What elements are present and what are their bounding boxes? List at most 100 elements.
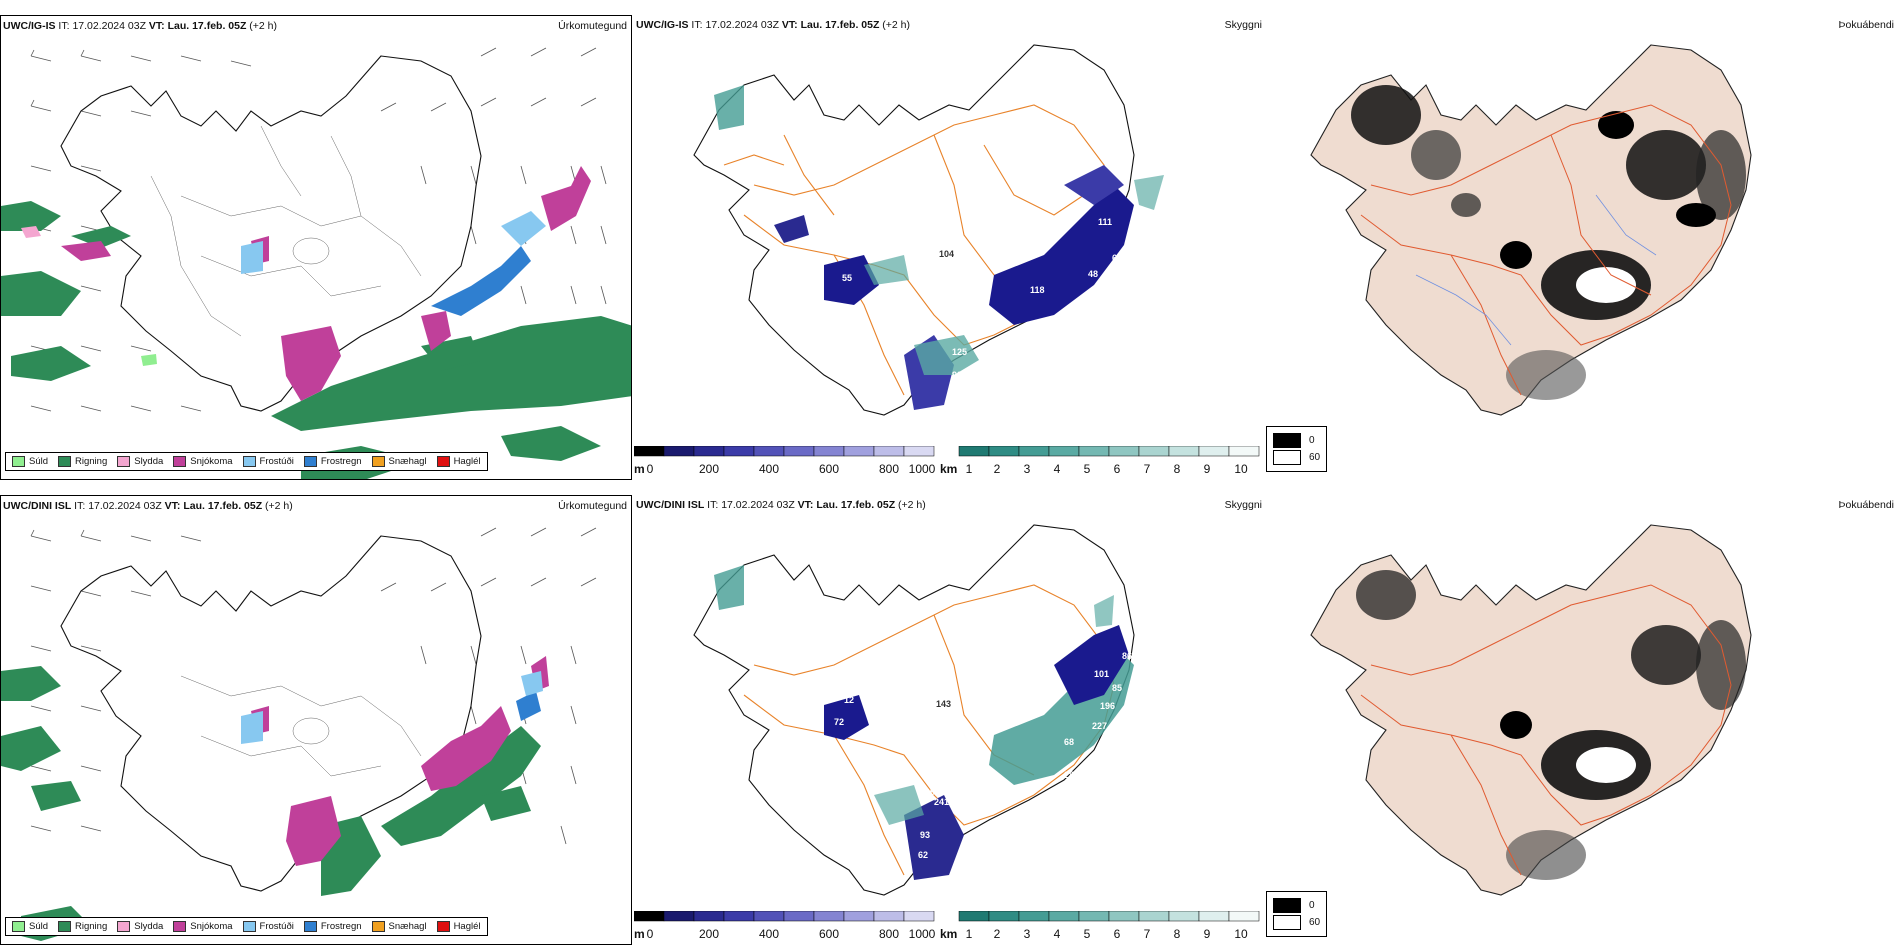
- panel-title: Úrkomutegund: [558, 20, 627, 32]
- legend-item: Rigning: [58, 456, 107, 467]
- colorbars: [634, 446, 1260, 457]
- vis-label: 118: [1030, 285, 1045, 295]
- vis-label: 85: [1112, 683, 1122, 693]
- vis-label: 92: [952, 370, 962, 380]
- km-tick: 6: [1113, 927, 1121, 941]
- legend-swatch: [173, 921, 187, 932]
- precip-type-map: [1, 527, 597, 941]
- panel-header: UWC/DINI ISL IT: 17.02.2024 03Z VT: Lau.…: [636, 499, 926, 511]
- vis-label: 55: [842, 273, 852, 283]
- legend-item: Snæhagl: [371, 921, 427, 932]
- visibility-labels: 93 55 104 118 77 48 61 125 92 80 167 111: [842, 217, 1122, 401]
- fog-indicator-panel-row1: Þokuábendi 0 60: [1266, 15, 1898, 480]
- legend-swatch: [117, 456, 131, 467]
- legend-item: Snæhagl: [371, 456, 427, 467]
- panel-header: UWC/DINI ISL IT: 17.02.2024 03Z VT: Lau.…: [3, 500, 293, 512]
- legend-swatch: [371, 921, 385, 932]
- km-tick: 7: [1143, 927, 1151, 941]
- panel-header: UWC/IG-IS IT: 17.02.2024 03Z VT: Lau. 17…: [3, 20, 278, 32]
- legend-swatch: [1273, 450, 1301, 465]
- m-colorbar: [634, 446, 935, 457]
- precip-type-panel-row2: UWC/DINI ISL IT: 17.02.2024 03Z VT: Lau.…: [0, 495, 632, 945]
- legend-swatch: [1273, 433, 1301, 448]
- colorbars: [634, 911, 1260, 922]
- low-cloud-areas: [714, 85, 1164, 410]
- vis-label: 61: [1112, 253, 1122, 263]
- iceland-outline: [60, 535, 482, 892]
- road-network: [1360, 104, 1732, 396]
- km-unit: km: [940, 462, 958, 476]
- fog-legend-item: 60: [1273, 915, 1320, 930]
- m-tick: 1000: [908, 462, 936, 476]
- legend-swatch: [58, 456, 72, 467]
- wind-barbs: [30, 527, 597, 845]
- legend-item: Súld: [12, 921, 48, 932]
- legend-item: Haglél: [436, 921, 481, 932]
- legend-swatch: [242, 456, 256, 467]
- vis-label: 109: [920, 787, 935, 797]
- km-tick: 10: [1234, 927, 1248, 941]
- low-cloud-areas: [714, 565, 1134, 880]
- legend-item: Haglél: [436, 456, 481, 467]
- legend-swatch: [436, 921, 450, 932]
- legend-item: Frostregn: [303, 921, 362, 932]
- km-tick: 9: [1203, 462, 1211, 476]
- iceland-outline: [60, 55, 482, 412]
- m-unit: m: [634, 927, 645, 941]
- fog-legend-item: 0: [1273, 433, 1320, 448]
- vis-label: 62: [918, 850, 928, 860]
- vis-label: 227: [1092, 721, 1107, 731]
- vis-label: 143: [936, 699, 951, 709]
- vis-label: 93: [920, 830, 930, 840]
- m-unit: m: [634, 462, 645, 476]
- vis-label: 93: [846, 245, 856, 255]
- legend-swatch: [303, 921, 317, 932]
- precip-type-panel-row1: UWC/IG-IS IT: 17.02.2024 03Z VT: Lau. 17…: [0, 15, 632, 480]
- vis-label: 86: [1122, 651, 1132, 661]
- terrain-contours: [180, 675, 422, 777]
- terrain-contours: [150, 125, 422, 337]
- legend-item: Rigning: [58, 921, 107, 932]
- iceland-land: [1310, 524, 1752, 896]
- precip-legend: Súld Rigning Slydda Snjókoma Frostúði Fr…: [5, 452, 488, 471]
- km-tick: 7: [1143, 462, 1151, 476]
- km-tick: 4: [1053, 927, 1061, 941]
- legend-swatch: [1273, 915, 1301, 930]
- legend-item: Slydda: [117, 921, 163, 932]
- legend-item: Snjókoma: [173, 921, 233, 932]
- fog-legend-item: 0: [1273, 898, 1320, 913]
- legend-swatch: [371, 456, 385, 467]
- visibility-labels: 72 12 143 68 227 196 85 282 109 241 93 6…: [834, 651, 1132, 860]
- vis-label: 282: [1064, 770, 1079, 780]
- legend-item: Frostúði: [242, 456, 294, 467]
- cloud-base-panel-row1: 93 55 104 118 77 48 61 125 92 80 167 111…: [634, 15, 1266, 480]
- fog-indicator-map: [1310, 44, 1752, 416]
- vis-label: 68: [1064, 737, 1074, 747]
- fog-indicator-panel-row2: Þokuábendi 0 60: [1266, 495, 1898, 945]
- legend-swatch: [436, 456, 450, 467]
- km-tick: 8: [1173, 462, 1181, 476]
- vis-label: 80: [948, 391, 958, 401]
- legend-swatch: [58, 921, 72, 932]
- km-tick: 2: [993, 462, 1001, 476]
- legend-swatch: [1273, 898, 1301, 913]
- vis-label: 111: [1098, 217, 1112, 227]
- vis-label: 48: [1088, 269, 1098, 279]
- vis-label: 12: [844, 695, 854, 705]
- vis-label: 125: [952, 347, 967, 357]
- precip-areas: [1, 656, 549, 941]
- km-tick: 4: [1053, 462, 1061, 476]
- legend-swatch: [303, 456, 317, 467]
- vis-label: 167: [1060, 335, 1075, 345]
- panel-title: Skyggni: [1224, 19, 1262, 31]
- m-tick: 400: [758, 462, 780, 476]
- legend-item: Frostregn: [303, 456, 362, 467]
- legend-item: Súld: [12, 456, 48, 467]
- km-tick: 3: [1023, 462, 1031, 476]
- m-colorbar: [634, 911, 935, 922]
- legend-swatch: [173, 456, 187, 467]
- km-tick: 10: [1234, 462, 1248, 476]
- km-unit: km: [940, 927, 958, 941]
- fog-blobs: [1351, 85, 1746, 400]
- panel-header: UWC/IG-IS IT: 17.02.2024 03Z VT: Lau. 17…: [636, 19, 911, 31]
